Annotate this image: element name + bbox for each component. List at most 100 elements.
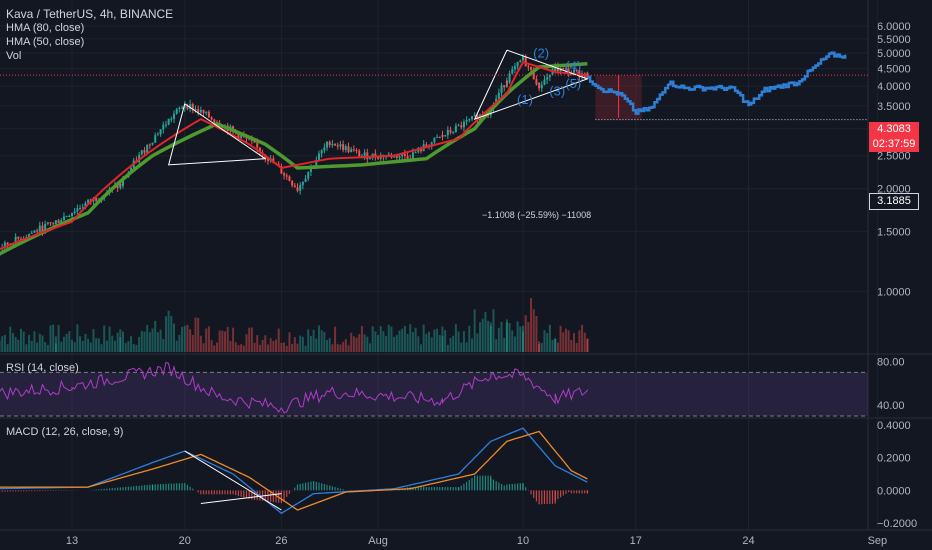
volume-bar (562, 332, 565, 352)
candle-body (173, 113, 176, 119)
macd-histogram-bar (436, 487, 438, 491)
volume-bar (291, 344, 294, 352)
volume-bar (468, 325, 471, 352)
macd-histogram-bar (6, 490, 9, 492)
volume-bar (242, 345, 245, 352)
macd-histogram-bar (500, 483, 503, 491)
volume-bar (430, 337, 433, 352)
candle-body (527, 66, 530, 68)
rsi-legend[interactable]: RSI (14, close) (6, 362, 79, 374)
macd-histogram-bar (117, 487, 119, 491)
candle-body (175, 108, 178, 114)
candle-body (52, 223, 55, 225)
candle-body (288, 176, 291, 181)
macd-histogram-bar (4, 490, 6, 492)
macd-histogram-bar (482, 475, 484, 491)
volume-bar (436, 328, 439, 352)
candle-body (307, 171, 310, 179)
volume-bar (489, 322, 492, 352)
candle-body (283, 173, 286, 176)
current-price-badge: 4.3083 (869, 122, 919, 137)
macd-histogram-bar (543, 490, 546, 505)
volume-bar (425, 333, 428, 352)
volume-legend[interactable]: Vol (6, 50, 22, 62)
volume-bars (0, 298, 589, 352)
volume-bar (548, 324, 551, 352)
candle-body (452, 132, 455, 134)
macd-histogram-bar (151, 484, 154, 491)
volume-bar (532, 309, 535, 352)
symbol-title: Kava / TetherUS, 4h, BINANCE (6, 7, 174, 21)
macd-histogram-bar (12, 490, 14, 492)
candle-body (444, 135, 447, 137)
candle-body (151, 142, 154, 145)
candle-body (79, 208, 82, 210)
volume-bar (586, 338, 589, 352)
volume-bar (393, 336, 396, 352)
candle-body (164, 124, 167, 126)
candle-body (473, 115, 476, 117)
volume-bar (92, 328, 95, 352)
candle-body (436, 136, 439, 138)
candle-body (116, 185, 119, 188)
macd-histogram-bar (578, 490, 580, 494)
volume-bar (46, 344, 49, 352)
candle-body (462, 121, 465, 128)
candle-body (143, 150, 146, 153)
volume-bar (441, 336, 444, 352)
candle-body (403, 154, 406, 156)
hma50-legend[interactable]: HMA (50, close) (6, 36, 85, 48)
wave-label-3: (3) (549, 84, 565, 99)
candle-body (449, 130, 452, 133)
macd-histogram-bar (237, 490, 240, 496)
macd-histogram-bar (420, 487, 422, 491)
volume-bar (522, 331, 524, 352)
candle-body (377, 157, 380, 159)
volume-bar (30, 340, 33, 352)
volume-bar (79, 336, 82, 352)
macd-histogram-bar (114, 487, 116, 491)
macd-histogram-bar (541, 490, 543, 505)
volume-bar (87, 338, 90, 352)
macd-histogram-bar (334, 487, 336, 491)
candle-body (170, 118, 173, 120)
volume-bar (119, 337, 122, 352)
volume-bar (570, 339, 573, 352)
candle-body (68, 215, 71, 217)
macd-histogram-bar (492, 479, 495, 491)
price-axis-label-5: 3.5000 (877, 101, 911, 113)
volume-bar (339, 344, 342, 352)
macd-histogram-bar (240, 490, 242, 497)
target-price-badge: 3.1885 (869, 193, 919, 210)
volume-bar (240, 344, 243, 352)
macd-histogram-bar (286, 490, 288, 497)
candle-body (470, 116, 473, 120)
volume-bar (148, 332, 151, 352)
volume-bar (559, 325, 562, 352)
macd-histogram-bar (431, 487, 433, 491)
volume-bar (546, 333, 549, 352)
macd-legend[interactable]: MACD (12, 26, close, 9) (6, 426, 124, 438)
volume-bar (38, 333, 41, 352)
macd-histogram-bar (565, 490, 567, 494)
volume-bar (191, 334, 194, 352)
candle-body (140, 150, 143, 155)
candle-body (538, 82, 541, 89)
volume-bar (277, 328, 280, 352)
volume-bar (382, 331, 385, 352)
macd-histogram-bar (584, 490, 586, 494)
candle-body (425, 144, 428, 147)
macd-histogram-bar (25, 490, 27, 492)
countdown-badge: 02:37:59 (869, 137, 919, 152)
volume-bar (140, 331, 143, 352)
candle-body (334, 143, 337, 146)
macd-histogram-bar (476, 475, 478, 491)
wave-label-5: (5) (565, 76, 581, 91)
macd-histogram-bar (253, 490, 256, 500)
volume-bar (54, 343, 57, 352)
wave-label-1: (1) (517, 92, 533, 107)
candle-body (355, 149, 358, 151)
hma80-legend[interactable]: HMA (80, close) (6, 22, 85, 34)
volume-bar (264, 335, 267, 352)
